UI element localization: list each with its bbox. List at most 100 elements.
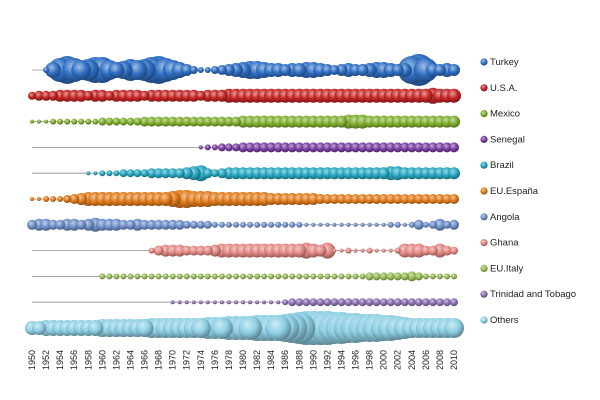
x-tick-label: 1984 bbox=[266, 350, 276, 370]
legend-marker bbox=[480, 110, 488, 118]
bubble-point bbox=[210, 169, 219, 178]
x-tick-label: 1982 bbox=[252, 350, 262, 370]
bubble-point bbox=[127, 60, 148, 80]
bubble-point bbox=[93, 171, 98, 176]
bubble-point bbox=[167, 168, 178, 179]
bubble-point bbox=[197, 67, 204, 73]
x-tick-label: 2008 bbox=[435, 350, 445, 370]
x-tick-label: 1994 bbox=[336, 350, 346, 370]
bubble-point bbox=[364, 194, 375, 204]
legend-label: EU.Italy bbox=[490, 263, 524, 274]
bubble-point bbox=[43, 196, 50, 202]
bubble-point bbox=[261, 221, 268, 228]
bubble-point bbox=[308, 142, 319, 153]
legend-label: Angola bbox=[490, 212, 520, 223]
bubble-point bbox=[402, 222, 407, 227]
bubble-point bbox=[325, 222, 330, 227]
bubble-point bbox=[64, 118, 71, 125]
legend-label: EU.España bbox=[490, 186, 539, 197]
bubble-point bbox=[174, 168, 185, 179]
bubble-point bbox=[324, 273, 331, 280]
bubble-point bbox=[377, 167, 390, 180]
x-tick-label: 1988 bbox=[294, 350, 304, 370]
series-row-angola bbox=[27, 217, 459, 232]
bubble-point bbox=[139, 219, 150, 230]
bubble-point bbox=[211, 144, 218, 151]
bubble-point bbox=[105, 117, 114, 126]
x-tick-label: 2002 bbox=[393, 350, 403, 370]
bubble-point bbox=[71, 60, 92, 80]
bubble-point bbox=[332, 222, 337, 227]
legend-item-angola: Angola bbox=[480, 212, 520, 223]
bubble-point bbox=[406, 194, 417, 204]
x-tick-label: 1962 bbox=[111, 350, 121, 370]
bubble-point bbox=[240, 221, 246, 228]
bubble-point bbox=[148, 273, 155, 280]
bubble-point bbox=[202, 168, 213, 179]
bubble-point bbox=[420, 194, 431, 204]
bubble-point bbox=[153, 168, 164, 179]
bubble-point bbox=[413, 219, 424, 230]
bubble-point bbox=[247, 273, 253, 280]
bubble-point bbox=[225, 221, 232, 228]
legend-marker bbox=[480, 135, 488, 143]
x-tick-label: 1974 bbox=[196, 350, 206, 370]
bubble-point bbox=[372, 298, 381, 307]
bubble-point bbox=[189, 220, 198, 229]
bubble-point bbox=[127, 273, 134, 280]
bubble-point bbox=[365, 272, 374, 281]
bubble-point bbox=[292, 63, 307, 77]
bubble-point bbox=[75, 89, 88, 102]
bubble-point bbox=[86, 171, 91, 176]
bubble-point bbox=[245, 142, 255, 153]
bubble-point bbox=[188, 245, 199, 256]
legend-label: Trinidad and Tobago bbox=[490, 289, 576, 300]
bubble-point bbox=[365, 298, 374, 307]
bubble-point bbox=[210, 66, 219, 74]
bubble-point bbox=[309, 298, 318, 307]
bubble-point bbox=[356, 64, 369, 76]
bubble-point bbox=[352, 273, 359, 280]
bubble-point bbox=[248, 300, 252, 305]
x-tick-label: 2006 bbox=[421, 350, 431, 370]
bubble-point bbox=[335, 64, 348, 76]
bubble-point bbox=[386, 272, 395, 281]
x-tick-label: 1956 bbox=[69, 350, 79, 370]
bubble-point bbox=[126, 117, 135, 126]
bubble-point bbox=[303, 273, 310, 280]
bubble-point bbox=[162, 273, 169, 280]
bubble-point bbox=[422, 221, 429, 228]
x-tick-label: 2004 bbox=[407, 350, 417, 370]
bubble-point bbox=[216, 65, 227, 75]
x-tick-label: 1970 bbox=[168, 350, 178, 370]
bubble-point bbox=[296, 221, 303, 228]
x-tick-label: 1980 bbox=[238, 350, 248, 370]
bubble-point bbox=[353, 222, 358, 227]
bubble-point bbox=[344, 298, 353, 307]
legend-marker bbox=[480, 213, 488, 221]
bubble-point bbox=[450, 298, 458, 307]
bubble-point bbox=[358, 298, 367, 307]
bubble-point bbox=[30, 197, 34, 201]
bubble-point bbox=[448, 167, 460, 180]
bubble-point bbox=[345, 247, 352, 254]
bubble-point bbox=[141, 273, 148, 280]
legend-marker bbox=[480, 161, 488, 169]
bubble-point bbox=[195, 245, 206, 256]
bubble-point bbox=[202, 245, 213, 256]
bubble-point bbox=[78, 118, 85, 125]
bubble-point bbox=[371, 142, 382, 153]
bubble-point bbox=[146, 219, 157, 230]
bubble-point bbox=[50, 118, 57, 125]
bubble-point bbox=[148, 247, 155, 254]
x-tick-label: 1972 bbox=[182, 350, 192, 370]
bubble-point bbox=[366, 247, 373, 254]
bubble-point bbox=[71, 118, 78, 125]
bubble-point bbox=[367, 222, 372, 227]
bubble-point bbox=[30, 119, 34, 124]
bubble-point bbox=[190, 318, 211, 338]
bubble-point bbox=[343, 142, 354, 153]
bubble-point bbox=[87, 320, 104, 336]
legend-item-others: Others bbox=[480, 315, 519, 326]
bubble-point bbox=[282, 221, 289, 228]
